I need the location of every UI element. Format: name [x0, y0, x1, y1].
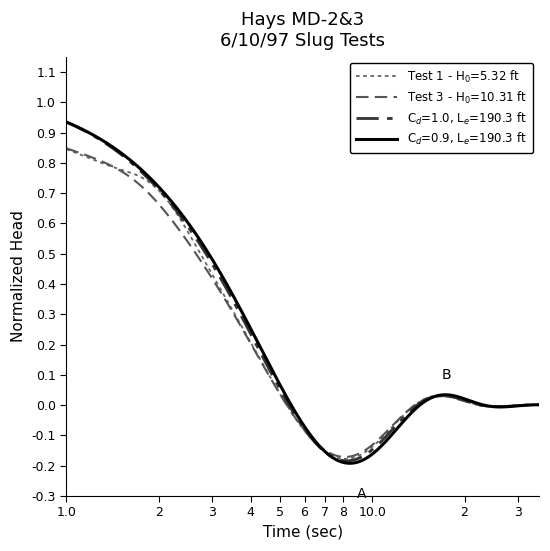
- Test 1 - H$_0$=5.32 ft: [63, 146, 70, 153]
- Title: Hays MD-2&3
6/10/97 Slug Tests: Hays MD-2&3 6/10/97 Slug Tests: [220, 11, 385, 50]
- C$_d$=0.9, L$_e$=190.3 ft: [441, 392, 447, 398]
- X-axis label: Time (sec): Time (sec): [262, 525, 343, 540]
- C$_d$=1.0, L$_e$=190.3 ft: [112, 147, 118, 153]
- C$_d$=1.0, L$_e$=190.3 ft: [254, 344, 261, 350]
- Test 3 - H$_0$=10.31 ft: [342, 453, 348, 460]
- C$_d$=1.0, L$_e$=190.3 ft: [271, 376, 278, 382]
- Test 1 - H$_0$=5.32 ft: [112, 164, 118, 171]
- Test 1 - H$_0$=5.32 ft: [441, 392, 447, 399]
- C$_d$=1.0, L$_e$=190.3 ft: [536, 402, 542, 408]
- Line: Test 1 - H$_0$=5.32 ft: Test 1 - H$_0$=5.32 ft: [67, 149, 539, 459]
- C$_d$=0.9, L$_e$=190.3 ft: [63, 119, 70, 126]
- C$_d$=0.9, L$_e$=190.3 ft: [536, 402, 542, 408]
- C$_d$=1.0, L$_e$=190.3 ft: [344, 457, 350, 464]
- Y-axis label: Normalized Head: Normalized Head: [11, 210, 26, 342]
- C$_d$=0.9, L$_e$=190.3 ft: [388, 432, 395, 439]
- Test 1 - H$_0$=5.32 ft: [271, 381, 278, 388]
- Test 3 - H$_0$=10.31 ft: [63, 145, 70, 152]
- Text: B: B: [442, 369, 452, 382]
- Legend: Test 1 - H$_0$=5.32 ft, Test 3 - H$_0$=10.31 ft, C$_d$=1.0, L$_e$=190.3 ft, C$_d: Test 1 - H$_0$=5.32 ft, Test 3 - H$_0$=1…: [350, 63, 533, 153]
- Line: Test 3 - H$_0$=10.31 ft: Test 3 - H$_0$=10.31 ft: [67, 148, 539, 457]
- C$_d$=1.0, L$_e$=190.3 ft: [63, 119, 70, 126]
- C$_d$=0.9, L$_e$=190.3 ft: [271, 371, 278, 378]
- Test 3 - H$_0$=10.31 ft: [112, 164, 118, 171]
- Test 3 - H$_0$=10.31 ft: [388, 423, 395, 430]
- C$_d$=1.0, L$_e$=190.3 ft: [388, 428, 395, 434]
- C$_d$=0.9, L$_e$=190.3 ft: [254, 338, 261, 345]
- Line: C$_d$=0.9, L$_e$=190.3 ft: C$_d$=0.9, L$_e$=190.3 ft: [67, 122, 539, 463]
- C$_d$=0.9, L$_e$=190.3 ft: [112, 145, 118, 152]
- C$_d$=1.0, L$_e$=190.3 ft: [441, 392, 447, 399]
- C$_d$=0.9, L$_e$=190.3 ft: [432, 393, 438, 399]
- Test 1 - H$_0$=5.32 ft: [536, 402, 542, 408]
- Test 1 - H$_0$=5.32 ft: [342, 456, 349, 462]
- Test 3 - H$_0$=10.31 ft: [254, 352, 261, 359]
- Test 1 - H$_0$=5.32 ft: [254, 352, 261, 358]
- Test 3 - H$_0$=10.31 ft: [441, 393, 447, 399]
- Test 1 - H$_0$=5.32 ft: [432, 392, 438, 399]
- Text: A: A: [356, 487, 366, 501]
- Test 1 - H$_0$=5.32 ft: [388, 425, 395, 431]
- Test 3 - H$_0$=10.31 ft: [271, 382, 278, 388]
- C$_d$=1.0, L$_e$=190.3 ft: [432, 393, 438, 399]
- C$_d$=0.9, L$_e$=190.3 ft: [346, 460, 353, 467]
- Line: C$_d$=1.0, L$_e$=190.3 ft: C$_d$=1.0, L$_e$=190.3 ft: [67, 122, 539, 461]
- Test 3 - H$_0$=10.31 ft: [536, 402, 542, 408]
- Test 3 - H$_0$=10.31 ft: [432, 393, 438, 399]
